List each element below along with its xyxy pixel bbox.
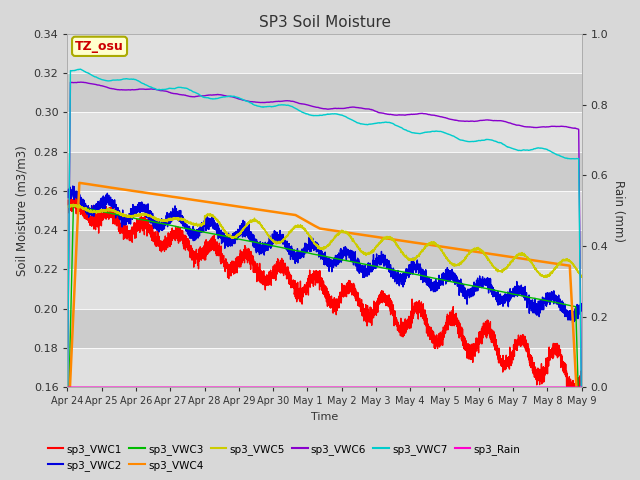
Bar: [67, 34, 582, 73]
Bar: [67, 269, 582, 309]
X-axis label: Time: Time: [311, 412, 338, 422]
Bar: [67, 230, 582, 269]
Bar: [67, 191, 582, 230]
Title: SP3 Soil Moisture: SP3 Soil Moisture: [259, 15, 390, 30]
Bar: [67, 112, 582, 152]
Bar: [67, 309, 582, 348]
Text: TZ_osu: TZ_osu: [75, 40, 124, 53]
Bar: [67, 73, 582, 112]
Bar: [67, 152, 582, 191]
Y-axis label: Soil Moisture (m3/m3): Soil Moisture (m3/m3): [15, 145, 28, 276]
Legend: sp3_VWC1, sp3_VWC2, sp3_VWC3, sp3_VWC4, sp3_VWC5, sp3_VWC6, sp3_VWC7, sp3_Rain: sp3_VWC1, sp3_VWC2, sp3_VWC3, sp3_VWC4, …: [44, 439, 525, 475]
Y-axis label: Rain (mm): Rain (mm): [612, 180, 625, 241]
Bar: [67, 348, 582, 387]
